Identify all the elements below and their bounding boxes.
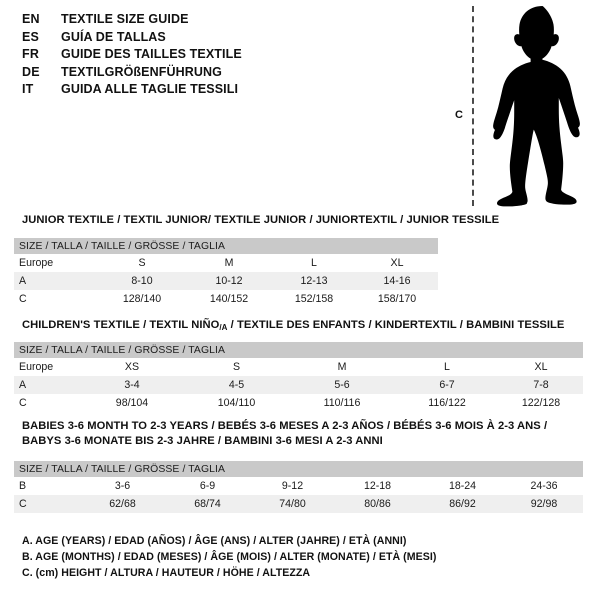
junior-band-label: SIZE / TALLA / TAILLE / GRÖSSE / TAGLIA bbox=[14, 238, 439, 254]
cell: 128/140 bbox=[98, 290, 186, 308]
babies-size-table: SIZE / TALLA / TAILLE / GRÖSSE / TAGLIA … bbox=[14, 461, 584, 513]
language-header: EN TEXTILE SIZE GUIDE ES GUÍA DE TALLAS … bbox=[22, 12, 422, 100]
table-row: C 128/140 140/152 152/158 158/170 bbox=[14, 290, 439, 308]
language-code: IT bbox=[22, 82, 34, 96]
table-row: C 62/68 68/74 74/80 80/86 86/92 92/98 bbox=[14, 495, 584, 513]
language-code: FR bbox=[22, 47, 40, 61]
height-dashed-line bbox=[472, 6, 474, 206]
cell: 62/68 bbox=[80, 495, 165, 513]
cell: M bbox=[289, 358, 395, 376]
cell: 12-13 bbox=[272, 272, 356, 290]
cell: XL bbox=[356, 254, 439, 272]
children-section-title: CHILDREN'S TEXTILE / TEXTIL NIÑO/A / TEX… bbox=[22, 319, 564, 332]
language-title: GUIDA ALLE TAGLIE TESSILI bbox=[61, 82, 239, 96]
table-row: A 8-10 10-12 12-13 14-16 bbox=[14, 272, 439, 290]
children-size-table: SIZE / TALLA / TAILLE / GRÖSSE / TAGLIA … bbox=[14, 342, 583, 412]
legend-block: A. AGE (YEARS) / EDAD (AÑOS) / ÂGE (ANS)… bbox=[22, 535, 582, 583]
cell: XL bbox=[499, 358, 583, 376]
cell: 116/122 bbox=[395, 394, 499, 412]
height-measure-label: C bbox=[455, 109, 463, 121]
cell: 80/86 bbox=[335, 495, 420, 513]
language-code: ES bbox=[22, 29, 40, 44]
cell: 92/98 bbox=[505, 495, 584, 513]
children-band-row: SIZE / TALLA / TAILLE / GRÖSSE / TAGLIA bbox=[14, 342, 583, 358]
language-row-it: IT GUIDA ALLE TAGLIE TESSILI bbox=[22, 82, 422, 100]
row-label: C bbox=[14, 290, 98, 308]
height-measurement-figure: C bbox=[448, 4, 596, 209]
cell: 10-12 bbox=[186, 272, 272, 290]
legend-line-a: A. AGE (YEARS) / EDAD (AÑOS) / ÂGE (ANS)… bbox=[22, 535, 407, 547]
cell: L bbox=[395, 358, 499, 376]
row-label: A bbox=[14, 376, 80, 394]
cell: 4-5 bbox=[184, 376, 289, 394]
row-label: A bbox=[14, 272, 98, 290]
language-code: EN bbox=[22, 12, 40, 26]
babies-band-row: SIZE / TALLA / TAILLE / GRÖSSE / TAGLIA bbox=[14, 461, 584, 477]
cell: 8-10 bbox=[98, 272, 186, 290]
row-label: Europe bbox=[14, 358, 80, 376]
cell: M bbox=[186, 254, 272, 272]
cell: 24-36 bbox=[505, 477, 584, 495]
language-title: TEXTILGRÖßENFÜHRUNG bbox=[61, 64, 222, 79]
language-row-fr: FR GUIDE DES TAILLES TEXTILE bbox=[22, 47, 422, 65]
cell: 152/158 bbox=[272, 290, 356, 308]
junior-section-title: JUNIOR TEXTILE / TEXTIL JUNIOR/ TEXTILE … bbox=[22, 214, 500, 226]
cell: 140/152 bbox=[186, 290, 272, 308]
babies-title-line2: BABYS 3-6 MONATE BIS 2-3 JAHRE / BAMBINI… bbox=[22, 434, 383, 447]
cell: S bbox=[184, 358, 289, 376]
children-band-label: SIZE / TALLA / TAILLE / GRÖSSE / TAGLIA bbox=[14, 342, 583, 358]
babies-title-line1: BABIES 3-6 MONTH TO 2-3 YEARS / BEBÉS 3-… bbox=[22, 420, 548, 432]
language-title: TEXTILE SIZE GUIDE bbox=[61, 12, 189, 26]
table-row: Europe XS S M L XL bbox=[14, 358, 583, 376]
cell: 74/80 bbox=[250, 495, 335, 513]
cell: 104/110 bbox=[184, 394, 289, 412]
language-title: GUIDE DES TAILLES TEXTILE bbox=[61, 47, 242, 61]
cell: XS bbox=[80, 358, 184, 376]
cell: 5-6 bbox=[289, 376, 395, 394]
language-row-es: ES GUÍA DE TALLAS bbox=[22, 30, 422, 48]
cell: 6-9 bbox=[165, 477, 250, 495]
table-row: A 3-4 4-5 5-6 6-7 7-8 bbox=[14, 376, 583, 394]
legend-line-b: B. AGE (MONTHS) / EDAD (MESES) / ÂGE (MO… bbox=[22, 551, 437, 563]
language-code: DE bbox=[22, 64, 40, 79]
row-label: B bbox=[14, 477, 80, 495]
row-label: C bbox=[14, 394, 80, 412]
table-row: B 3-6 6-9 9-12 12-18 18-24 24-36 bbox=[14, 477, 584, 495]
children-title-subscript: /A bbox=[219, 323, 228, 332]
cell: 12-18 bbox=[335, 477, 420, 495]
language-row-de: DE TEXTILGRÖßENFÜHRUNG bbox=[22, 65, 422, 83]
babies-section-title: BABIES 3-6 MONTH TO 2-3 YEARS / BEBÉS 3-… bbox=[22, 420, 547, 447]
row-label: C bbox=[14, 495, 80, 513]
table-row: Europe S M L XL bbox=[14, 254, 439, 272]
table-row: C 98/104 104/110 110/116 116/122 122/128 bbox=[14, 394, 583, 412]
babies-band-label: SIZE / TALLA / TAILLE / GRÖSSE / TAGLIA bbox=[14, 461, 584, 477]
cell: 110/116 bbox=[289, 394, 395, 412]
language-title: GUÍA DE TALLAS bbox=[61, 29, 166, 44]
children-title-part2: / TEXTILE DES ENFANTS / KINDERTEXTIL / B… bbox=[227, 319, 565, 331]
cell: 6-7 bbox=[395, 376, 499, 394]
cell: 18-24 bbox=[420, 477, 505, 495]
cell: 14-16 bbox=[356, 272, 439, 290]
cell: 3-6 bbox=[80, 477, 165, 495]
cell: L bbox=[272, 254, 356, 272]
cell: 7-8 bbox=[499, 376, 583, 394]
cell: S bbox=[98, 254, 186, 272]
cell: 122/128 bbox=[499, 394, 583, 412]
junior-size-table: SIZE / TALLA / TAILLE / GRÖSSE / TAGLIA … bbox=[14, 238, 439, 308]
junior-band-row: SIZE / TALLA / TAILLE / GRÖSSE / TAGLIA bbox=[14, 238, 439, 254]
legend-line-c: C. (cm) HEIGHT / ALTURA / HAUTEUR / HÖHE… bbox=[22, 567, 311, 579]
cell: 158/170 bbox=[356, 290, 439, 308]
row-label: Europe bbox=[14, 254, 98, 272]
cell: 98/104 bbox=[80, 394, 184, 412]
toddler-silhouette-icon bbox=[493, 6, 580, 207]
language-row-en: EN TEXTILE SIZE GUIDE bbox=[22, 12, 422, 30]
cell: 3-4 bbox=[80, 376, 184, 394]
cell: 68/74 bbox=[165, 495, 250, 513]
children-title-part1: CHILDREN'S TEXTILE / TEXTIL NIÑO bbox=[22, 319, 220, 331]
cell: 86/92 bbox=[420, 495, 505, 513]
cell: 9-12 bbox=[250, 477, 335, 495]
